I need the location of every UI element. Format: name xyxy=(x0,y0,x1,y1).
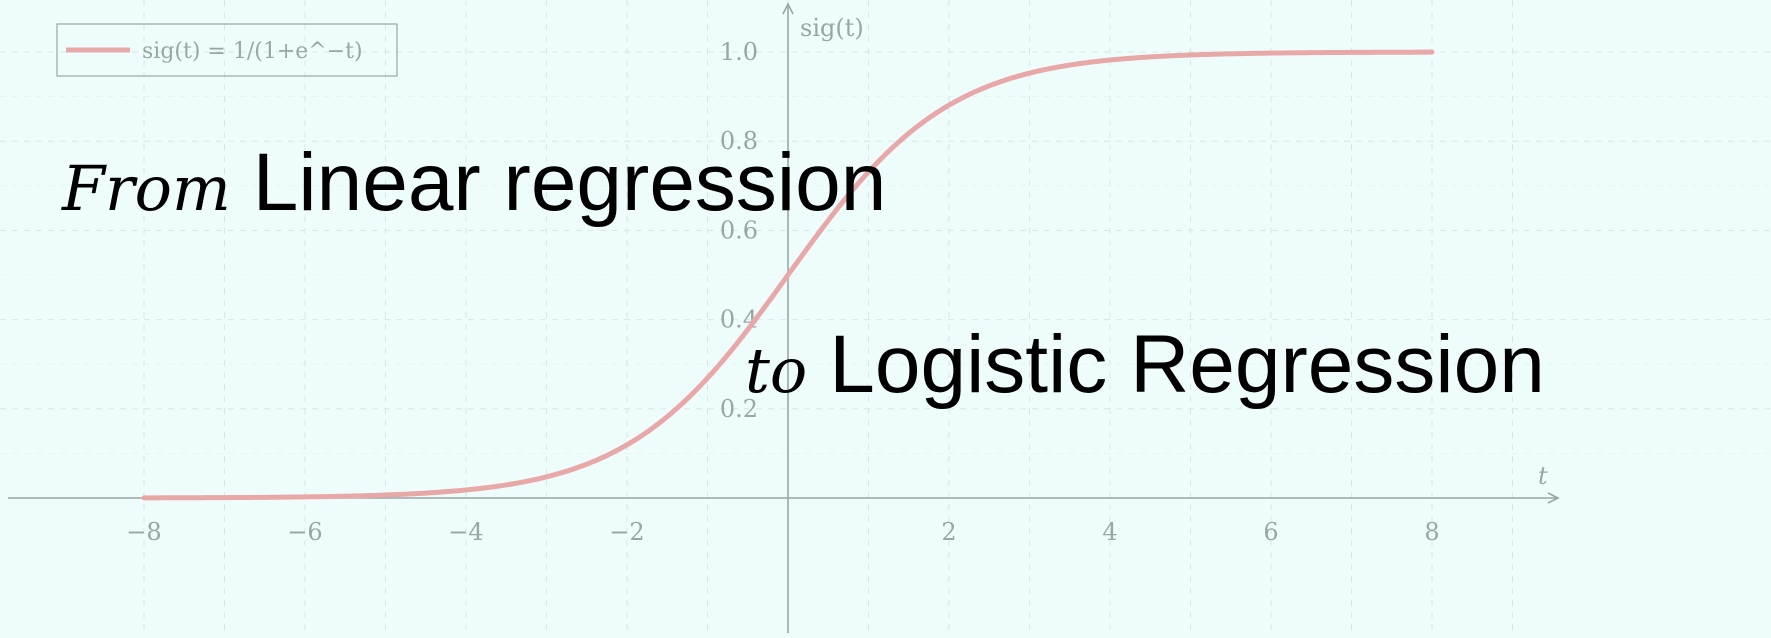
y-tick-label: 0.8 xyxy=(720,127,758,155)
y-tick-label: 0.4 xyxy=(720,306,758,334)
x-axis-label: t xyxy=(1538,462,1548,490)
x-tick-label: −2 xyxy=(609,518,644,546)
legend-label: sig(t) = 1/(1+e^−t) xyxy=(142,39,363,64)
handwritten-to: to xyxy=(745,334,808,407)
x-tick-label: 6 xyxy=(1263,518,1278,546)
x-tick-label: −8 xyxy=(126,518,161,546)
logistic-regression-text: Logistic Regression xyxy=(829,319,1545,410)
x-axis-arrow xyxy=(1547,492,1560,504)
legend-box xyxy=(56,23,398,77)
x-tick-label: −6 xyxy=(287,518,322,546)
y-tick-label: 0.6 xyxy=(720,216,758,244)
x-tick-label: 8 xyxy=(1424,518,1439,546)
y-tick-label: 0.2 xyxy=(720,395,758,423)
x-tick-label: −4 xyxy=(448,518,483,546)
handwritten-from: From xyxy=(62,152,231,225)
sigmoid-curve xyxy=(141,49,1435,501)
y-axis-label: sig(t) xyxy=(800,14,864,42)
title-line-1: From Linear regression xyxy=(62,136,886,230)
y-tick-label: 1.0 xyxy=(720,38,758,66)
legend: sig(t) = 1/(1+e^−t) xyxy=(56,23,398,77)
y-axis-arrow xyxy=(782,2,794,15)
x-tick-label: 2 xyxy=(941,518,956,546)
tick-labels: −8 −6 −4 −2 2 4 6 8 0.2 0.4 0.6 0.8 1.0 xyxy=(126,38,1439,546)
linear-regression-text: Linear regression xyxy=(252,137,887,228)
x-tick-label: 4 xyxy=(1102,518,1117,546)
title-line-2: to Logistic Regression xyxy=(745,318,1545,412)
